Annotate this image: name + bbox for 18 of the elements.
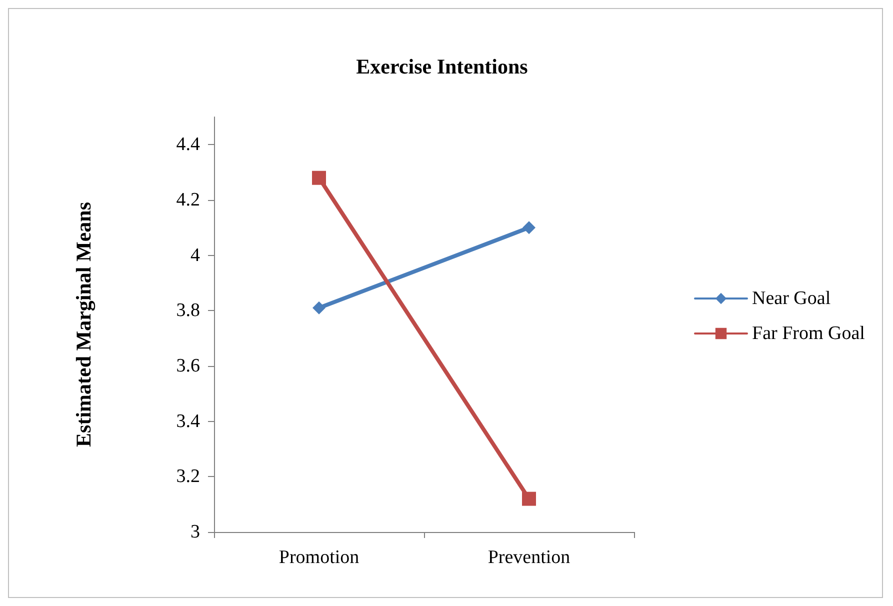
y-tick-label: 3	[190, 522, 200, 542]
legend-label: Near Goal	[752, 288, 831, 309]
y-tick-label: 4	[190, 244, 200, 266]
y-tick-label: 3.6	[176, 356, 200, 376]
y-tick-label: 3.8	[176, 300, 200, 322]
y-tick-label: 3.2	[176, 466, 200, 488]
chart-title: Exercise Intentions	[356, 54, 528, 78]
point	[312, 301, 326, 314]
y-tick-label: 3.4	[176, 410, 200, 432]
legend-label: Far From Goal	[752, 323, 865, 344]
y-tick-label: 4.4	[176, 134, 200, 156]
point	[522, 221, 536, 234]
point	[522, 492, 536, 506]
x-tick-label: Prevention	[488, 547, 571, 568]
point	[312, 170, 326, 185]
x-tick-label: Promotion	[278, 547, 360, 568]
y-axis-title: Estimated Marginal Means	[72, 202, 96, 447]
y-tick-label: 4.2	[176, 190, 200, 210]
